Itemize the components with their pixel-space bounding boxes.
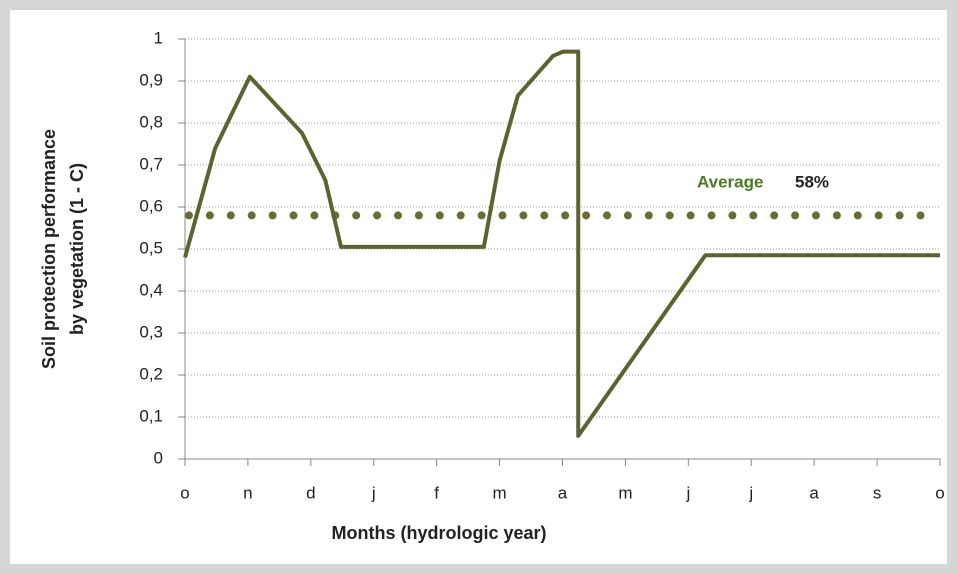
x-tick-label: f	[434, 483, 439, 502]
x-tick-label: m	[492, 483, 506, 502]
y-tick-label: 0,4	[139, 280, 163, 299]
data-line	[183, 49, 940, 438]
x-tick-label: d	[306, 483, 315, 502]
x-tick-label: o	[180, 483, 189, 502]
x-tick-label: o	[935, 483, 944, 502]
x-tick-label: j	[748, 483, 753, 502]
chart-area	[10, 10, 947, 564]
x-tick-label: m	[618, 483, 632, 502]
average-label-box	[690, 166, 850, 200]
x-tick-label: j	[371, 483, 376, 502]
x-tick-label: s	[873, 483, 882, 502]
y-tick-label: 0,9	[139, 70, 163, 89]
x-tick-label: a	[558, 483, 568, 502]
y-tick-label: 0,6	[139, 196, 163, 215]
x-tick-label: j	[685, 483, 690, 502]
y-tick-label: 0	[154, 448, 163, 467]
x-tick-label: n	[243, 483, 252, 502]
y-tick-label: 0,1	[139, 406, 163, 425]
y-axis-title: by vegetation (1 - C)	[67, 163, 87, 335]
y-axis-title: Soil protection performance	[39, 129, 59, 369]
y-tick-label: 0,3	[139, 322, 163, 341]
average-value-label: 58%	[795, 172, 829, 191]
y-tick-label: 0,8	[139, 112, 163, 131]
y-tick-label: 0,7	[139, 154, 163, 173]
y-tick-label: 1	[154, 28, 163, 47]
y-tick-label: 0,2	[139, 364, 163, 383]
x-tick-label: a	[809, 483, 819, 502]
y-tick-label: 0,5	[139, 238, 163, 257]
average-label: Average	[697, 172, 763, 191]
x-axis-title: Months (hydrologic year)	[331, 523, 546, 543]
